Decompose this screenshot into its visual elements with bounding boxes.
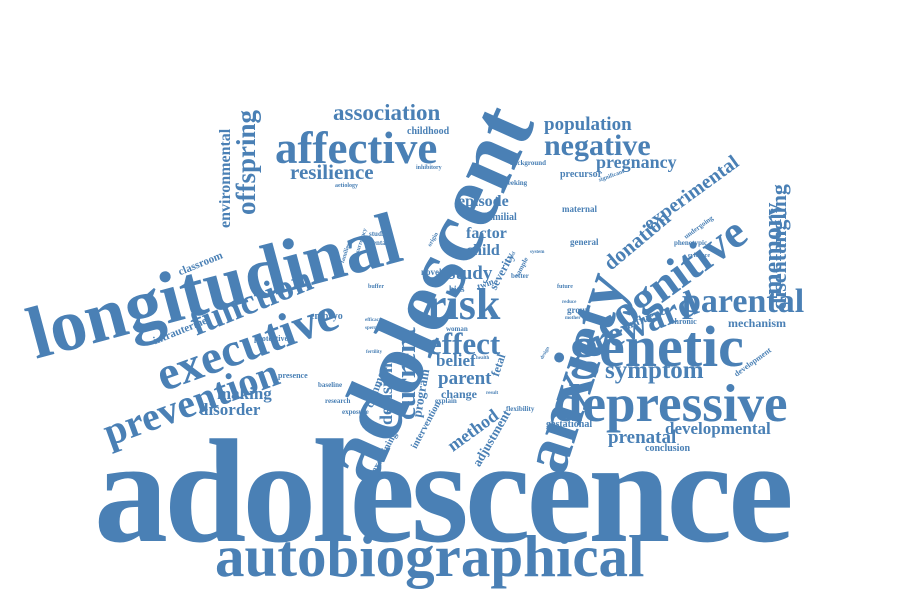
- word-parent: parent: [438, 368, 492, 389]
- word-group: group: [567, 305, 590, 315]
- word-better: better: [511, 272, 529, 280]
- word-background: background: [510, 159, 547, 167]
- word-affective: affective: [275, 123, 438, 173]
- word-presence: presence: [278, 371, 308, 380]
- word-result: result: [486, 391, 499, 396]
- word-evidence: evidence: [688, 253, 710, 259]
- word-system: system: [530, 250, 545, 255]
- word-gestational: gestational: [546, 419, 593, 430]
- word-phenotypic: phenotypic: [674, 239, 708, 247]
- word-woman: woman: [446, 325, 468, 333]
- word-disentangling: disentangling: [766, 184, 791, 310]
- word-efficacy: efficacy: [365, 318, 382, 323]
- word-autobiographical: autobiographical: [215, 523, 645, 589]
- word-flexibility: flexibility: [506, 405, 535, 413]
- word-parental: parental: [682, 283, 805, 320]
- word-negative: negative: [544, 129, 651, 162]
- word-belief: belief: [436, 351, 476, 370]
- word-symptom: symptom: [605, 357, 704, 384]
- word-chronic: chronic: [671, 317, 697, 326]
- word-bias: bias: [449, 284, 465, 294]
- word-conclusion: conclusion: [645, 443, 691, 454]
- word-making: making: [217, 384, 272, 403]
- word-buffer: buffer: [368, 284, 384, 290]
- word-adolescence: adolescence: [94, 410, 794, 574]
- word-protective: protective: [254, 334, 289, 343]
- word-study: study: [448, 263, 493, 284]
- word-offspring: offspring: [231, 109, 261, 215]
- word-risk: risk: [427, 280, 501, 329]
- word-research: research: [325, 397, 351, 405]
- word-exposure: exposure: [342, 408, 369, 416]
- word-population: population: [544, 114, 632, 135]
- word-environmental: environmental: [217, 128, 234, 228]
- word-factor: factor: [466, 225, 507, 242]
- word-resilience: resilience: [290, 160, 374, 184]
- word-studies: studies: [369, 230, 390, 238]
- word-association: association: [333, 100, 441, 125]
- word-pregnancy: pregnancy: [596, 152, 677, 172]
- word-mother: mother: [565, 316, 581, 321]
- word-effect: effect: [428, 326, 501, 361]
- word-childhood: childhood: [407, 126, 450, 137]
- word-change: change: [441, 387, 477, 401]
- word-embryo: embryo: [310, 311, 343, 322]
- word-disorder: disorder: [199, 400, 261, 419]
- word-reduce: reduce: [562, 300, 577, 305]
- word-mental: mental: [367, 239, 388, 247]
- word-sperm: sperm: [365, 326, 379, 331]
- word-maternal: maternal: [562, 204, 597, 214]
- word-developmental: developmental: [665, 419, 771, 438]
- word-explain: explain: [435, 397, 457, 405]
- word-depressive: depressive: [553, 375, 788, 433]
- word-familial: familial: [484, 212, 517, 223]
- word-fertility: fertility: [366, 350, 383, 355]
- word-general: general: [570, 237, 599, 247]
- word-genetic: genetic: [570, 314, 744, 379]
- word-health: health: [476, 356, 490, 361]
- word-mechanism: mechanism: [728, 316, 786, 330]
- word-aetiology: aetiology: [335, 183, 358, 189]
- word-inhibitory: inhibitory: [416, 165, 442, 171]
- word-precursor: precursor: [560, 169, 603, 180]
- word-baseline: baseline: [318, 381, 343, 389]
- word-child: child: [466, 242, 500, 259]
- word-episode: episode: [458, 193, 509, 210]
- word-future: future: [557, 284, 573, 290]
- word-seeking: seeking: [505, 179, 528, 187]
- word-novel: novel: [421, 267, 442, 277]
- word-prenatal: prenatal: [608, 427, 677, 448]
